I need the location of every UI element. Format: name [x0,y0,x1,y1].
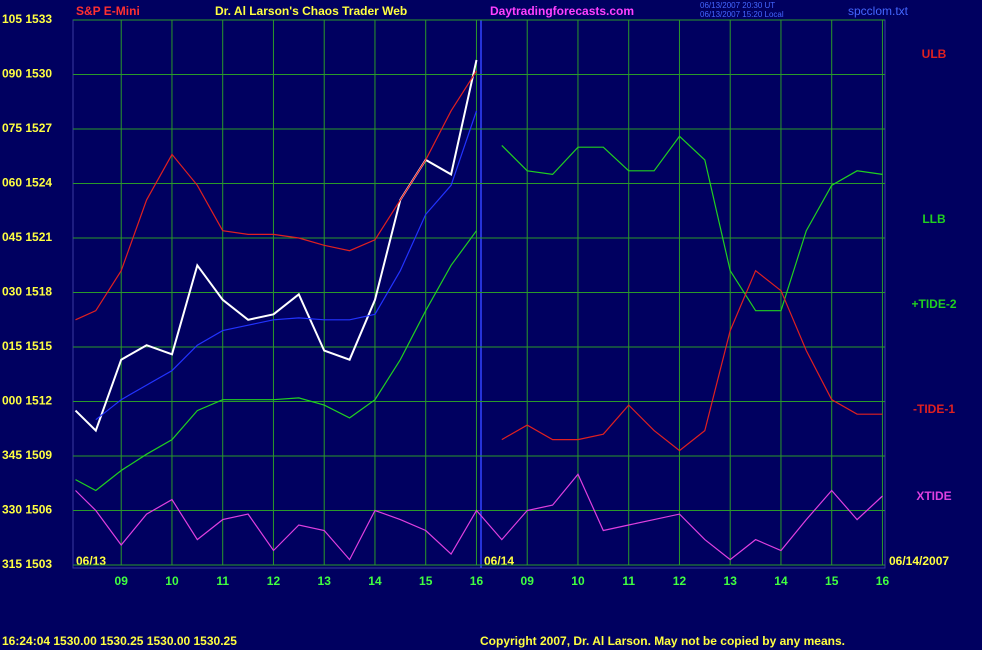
series-label: LLB [922,212,946,226]
series-line [501,135,883,312]
series-label: XTIDE [916,489,951,503]
y-tick-label: 330 1506 [2,503,52,517]
x-tick-label: 10 [165,574,179,588]
series-label: ULB [922,47,947,61]
x-tick-label: 11 [622,574,635,588]
x-tick-label: 15 [419,574,433,588]
series-line [75,70,478,321]
date-label: 06/14 [484,554,514,568]
chart-title: Dr. Al Larson's Chaos Trader Web [215,4,407,18]
x-tick-label: 09 [521,574,535,588]
x-tick-label: 13 [724,574,738,588]
y-tick-label: 315 1503 [2,557,52,571]
date-label: 06/13 [76,554,106,568]
quote: 16:24:04 1530.00 1530.25 1530.00 1530.25 [2,634,237,648]
subtitle: S&P E-Mini [76,4,140,18]
series-label: +TIDE-2 [911,297,956,311]
x-tick-label: 14 [774,574,788,588]
copyright: Copyright 2007, Dr. Al Larson. May not b… [480,634,845,648]
x-tick-label: 12 [267,574,281,588]
timestamp: 06/13/2007 20:30 UT [700,1,775,10]
y-tick-label: 105 1533 [2,12,52,26]
date-label: 06/14/2007 [889,554,949,568]
series-line [75,230,477,492]
x-tick-label: 13 [318,574,332,588]
x-tick-label: 11 [216,574,229,588]
series-label: -TIDE-1 [913,402,955,416]
x-tick-label: 09 [115,574,129,588]
y-tick-label: 060 1524 [2,176,52,190]
x-tick-label: 10 [571,574,585,588]
y-tick-label: 075 1527 [2,121,52,135]
y-tick-label: 000 1512 [2,394,52,408]
y-tick-label: 090 1530 [2,67,52,81]
y-tick-label: 015 1515 [2,339,52,353]
y-tick-label: 030 1518 [2,285,52,299]
website: Daytradingforecasts.com [490,4,634,18]
x-tick-label: 12 [673,574,687,588]
series-line [501,269,883,452]
x-tick-label: 16 [470,574,484,588]
y-tick-label: 345 1509 [2,448,52,462]
y-tick-label: 045 1521 [2,230,52,244]
file-name: spcclom.txt [848,4,909,18]
series-line [95,110,478,421]
x-tick-label: 15 [825,574,839,588]
series-line [75,473,883,561]
x-tick-label: 16 [876,574,890,588]
x-tick-label: 14 [368,574,382,588]
timestamp: 06/13/2007 15:20 Local [700,10,784,19]
